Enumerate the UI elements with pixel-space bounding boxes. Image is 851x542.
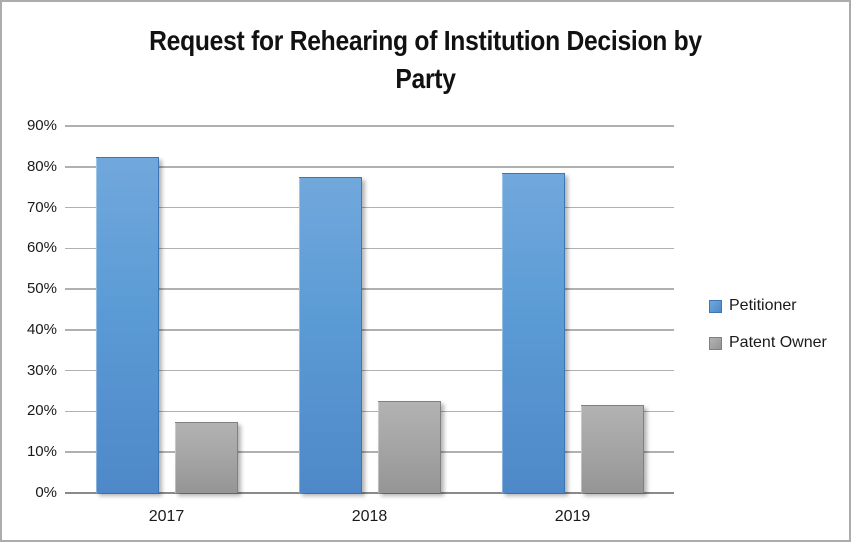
bar-patent-owner-2017: [174, 421, 238, 493]
x-tick-label: 2018: [351, 508, 388, 525]
gridline-40: [65, 329, 674, 331]
y-tick-label: 0%: [35, 484, 57, 501]
gridline-70: [65, 206, 674, 209]
bar-petitioner-2019: [501, 172, 565, 493]
x-axis-line: [65, 492, 674, 494]
legend-item-patent-owner: Patent Owner: [709, 334, 827, 351]
gridline-90: [65, 125, 674, 127]
bar-petitioner-2018: [298, 176, 362, 493]
legend-label-patent-owner: Patent Owner: [729, 334, 827, 351]
y-tick-label: 10%: [26, 443, 57, 461]
gridline-20: [65, 410, 674, 413]
bar-patent-owner-2018: [377, 401, 441, 493]
chart-title-line-2: Party: [395, 63, 456, 94]
legend-swatch-petitioner-icon: [709, 299, 722, 313]
gridline-50: [65, 288, 674, 290]
y-tick-label: 80%: [26, 157, 57, 175]
y-tick-label: 20%: [26, 402, 57, 420]
y-tick-label: 50%: [26, 280, 57, 298]
bar-patent-owner-2019: [580, 405, 644, 493]
chart-title: Request for Rehearing of Institution Dec…: [53, 22, 798, 98]
legend-label-petitioner: Petitioner: [729, 297, 797, 314]
y-tick-label: 60%: [26, 239, 57, 257]
gridline-30: [65, 369, 674, 372]
chart-title-line-1: Request for Rehearing of Institution Dec…: [149, 25, 702, 56]
gridline-80: [65, 166, 674, 168]
y-tick-label: 70%: [26, 198, 57, 216]
bar-petitioner-2017: [95, 156, 159, 493]
y-tick-label: 90%: [26, 117, 57, 134]
x-tick-label: 2019: [554, 508, 591, 525]
y-tick-label: 30%: [26, 361, 57, 379]
x-tick-label: 2017: [148, 508, 185, 525]
gridline-60: [65, 247, 674, 250]
legend-item-petitioner: Petitioner: [709, 297, 827, 314]
legend-swatch-patent-owner-icon: [709, 336, 722, 350]
y-tick-label: 40%: [26, 320, 57, 338]
gridline-10: [65, 451, 674, 453]
legend: Petitioner Patent Owner: [709, 297, 827, 372]
